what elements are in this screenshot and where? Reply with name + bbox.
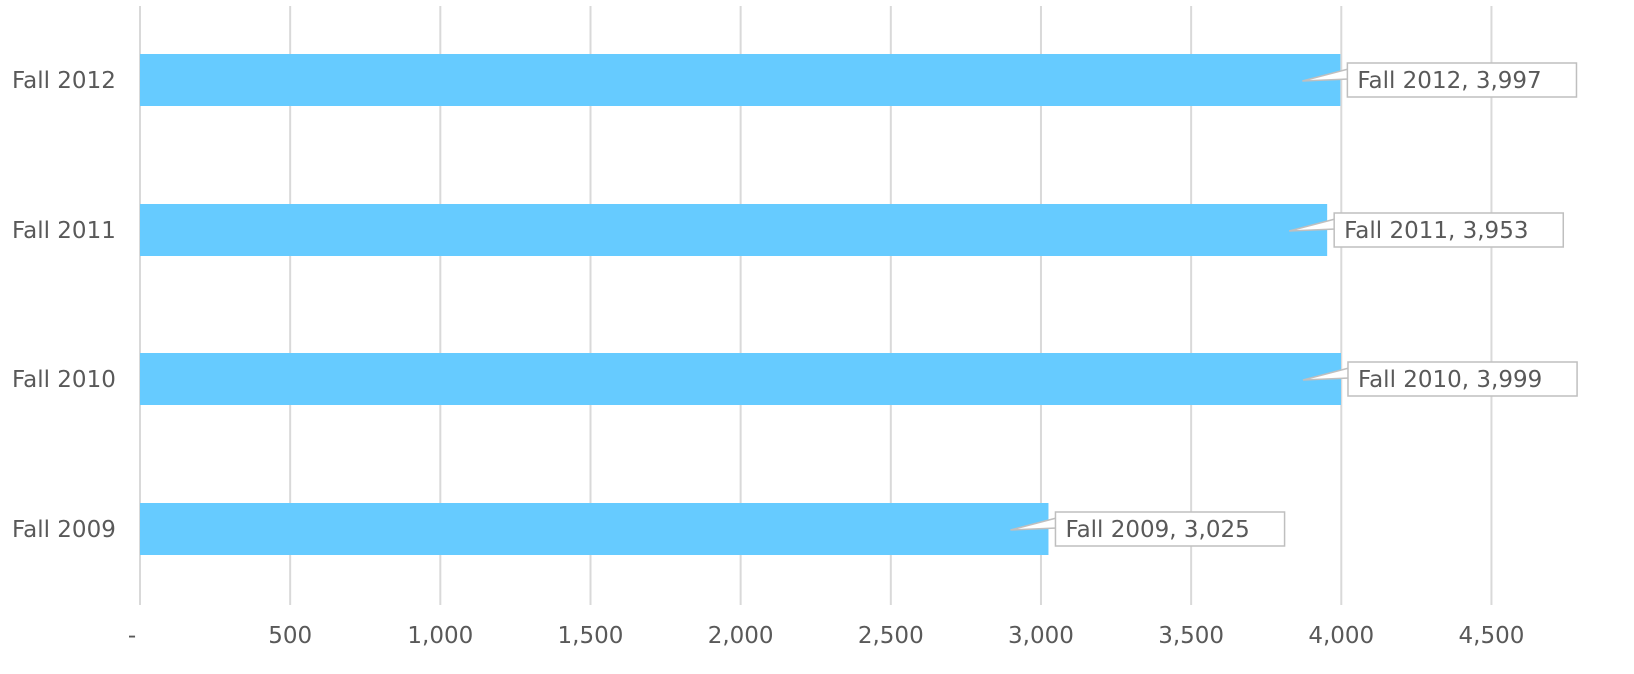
category-label: Fall 2012: [12, 68, 116, 94]
x-tick-label: 4,500: [1459, 623, 1525, 649]
data-label-text: Fall 2010, 3,999: [1358, 367, 1542, 393]
callout-box: [1333, 212, 1565, 248]
x-tick-label: 1,000: [407, 623, 473, 649]
x-tick-label: 4,000: [1308, 623, 1374, 649]
data-label-callouts: Fall 2012, 3,997 Fall 2011, 3,953 Fall 201…: [1010, 62, 1578, 547]
category-labels: Fall 2012 Fall 2011 Fall 2010 Fall 2009: [12, 68, 116, 543]
data-label-text: Fall 2011, 3,953: [1344, 218, 1528, 244]
x-axis-tick-labels: - 500 1,000 1,500 2,000 2,500 3,000 3,500 4,000 4…: [128, 623, 1525, 649]
x-tick-label: 1,500: [558, 623, 624, 649]
category-label: Fall 2009: [12, 517, 116, 543]
data-label: Fall 2010, 3,999: [1302, 361, 1578, 397]
bar: [140, 204, 1328, 256]
x-tick-label: 3,000: [1008, 623, 1074, 649]
callout-box: [1346, 62, 1578, 98]
x-tick-label: 2,000: [708, 623, 774, 649]
callout-box: [1054, 511, 1286, 547]
callout-box: [1347, 361, 1578, 397]
data-label: Fall 2012, 3,997: [1302, 62, 1578, 98]
x-tick-label: 2,500: [858, 623, 924, 649]
x-tick-label: 500: [268, 623, 312, 649]
category-label: Fall 2011: [12, 218, 116, 244]
data-label-text: Fall 2009, 3,025: [1065, 517, 1249, 543]
x-tick-label: 3,500: [1158, 623, 1224, 649]
bar: [140, 54, 1341, 106]
data-label: Fall 2009, 3,025: [1010, 511, 1286, 547]
bar: [140, 503, 1049, 555]
x-tick-label: -: [128, 623, 136, 649]
data-label-text: Fall 2012, 3,997: [1357, 68, 1541, 94]
bar: [140, 353, 1341, 405]
category-label: Fall 2010: [12, 367, 116, 393]
bars: [140, 54, 1341, 555]
data-label: Fall 2011, 3,953: [1288, 212, 1565, 248]
